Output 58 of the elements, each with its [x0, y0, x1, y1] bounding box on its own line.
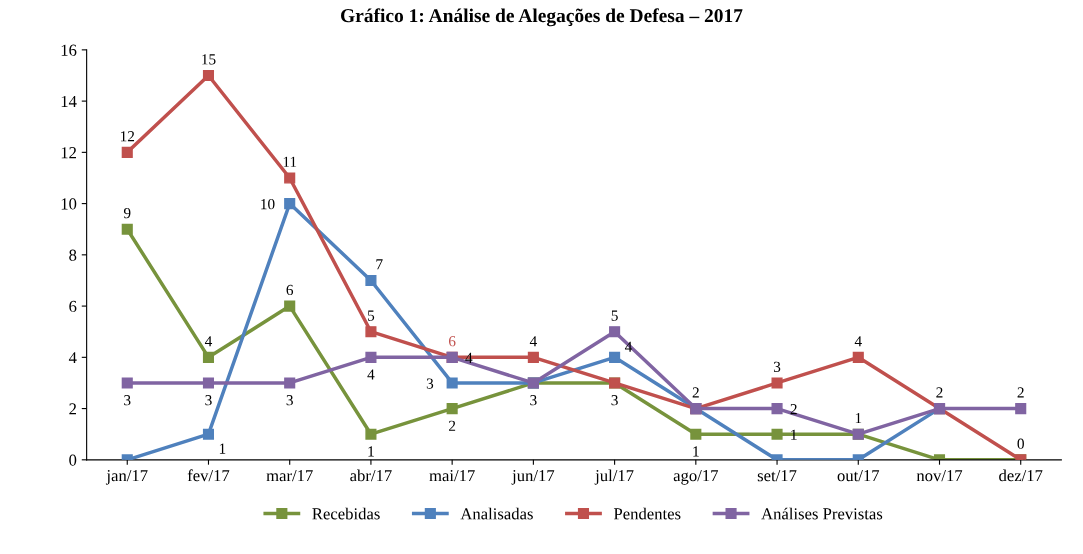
x-tick-label: fev/17: [187, 469, 230, 482]
data-label: 0: [1017, 438, 1024, 449]
data-label: 3: [124, 395, 131, 406]
legend-label: Recebidas: [312, 507, 380, 520]
data-label: 2: [790, 404, 797, 415]
x-tick-label: jan/17: [105, 470, 148, 485]
data-label: 2: [1017, 387, 1024, 398]
y-tick-label: 0: [69, 454, 77, 466]
data-label: 3: [611, 395, 618, 406]
data-label: 3: [426, 378, 434, 389]
data-label: 3: [205, 395, 212, 406]
data-label: 15: [202, 54, 216, 65]
data-label: 1: [219, 443, 226, 454]
x-tick-label: dez/17: [999, 469, 1043, 482]
data-label: 5: [368, 310, 375, 321]
x-tick-label: jul/17: [594, 469, 634, 485]
data-label: 9: [123, 207, 131, 219]
data-label: 3: [530, 395, 537, 406]
legend-label: Analisadas: [460, 507, 533, 520]
y-tick-label: 16: [61, 44, 77, 56]
data-label: 10: [261, 198, 275, 210]
annotation: 6: [448, 336, 456, 347]
data-label: 3: [286, 395, 293, 406]
y-tick-label: 8: [69, 249, 77, 261]
x-tick-label: out/17: [837, 470, 880, 482]
data-label: 2: [692, 387, 699, 398]
x-tick-label: abr/17: [350, 469, 392, 482]
data-label: 4: [204, 336, 213, 347]
x-tick-label: mar/17: [266, 470, 313, 482]
data-label: 5: [611, 310, 618, 321]
chart-title: Gráfico 1: Análise de Alegações de Defesa – 2017: [341, 8, 743, 27]
data-label: 4: [529, 336, 537, 347]
data-label: 4: [854, 336, 862, 347]
data-label: 3: [773, 361, 781, 372]
data-label: 1: [693, 446, 699, 457]
y-tick-label: 12: [61, 147, 76, 159]
x-tick-label: jun/17: [511, 470, 555, 485]
x-tick-label: set/17: [757, 470, 797, 482]
data-label: 1: [855, 413, 862, 424]
legend-label: Pendentes: [613, 507, 681, 520]
y-tick-label: 4: [68, 352, 77, 364]
y-tick-label: 6: [69, 300, 77, 313]
x-tick-label: nov/17: [916, 470, 963, 482]
data-label: 4: [367, 369, 375, 380]
data-label: 2: [449, 420, 456, 431]
data-label: 1: [368, 446, 374, 457]
y-tick-label: 2: [69, 403, 76, 415]
data-label: 12: [120, 131, 135, 142]
data-label: 4: [624, 341, 633, 352]
data-label: 6: [286, 284, 294, 296]
data-label: 2: [936, 387, 943, 398]
data-label: 11: [283, 156, 297, 167]
y-tick-label: 10: [61, 198, 77, 210]
x-tick-label: mai/17: [429, 470, 475, 482]
legend-label: Análises Previstas: [761, 507, 883, 520]
data-label: 7: [376, 259, 383, 270]
x-tick-label: ago/17: [673, 470, 719, 485]
y-tick-label: 14: [61, 95, 77, 107]
